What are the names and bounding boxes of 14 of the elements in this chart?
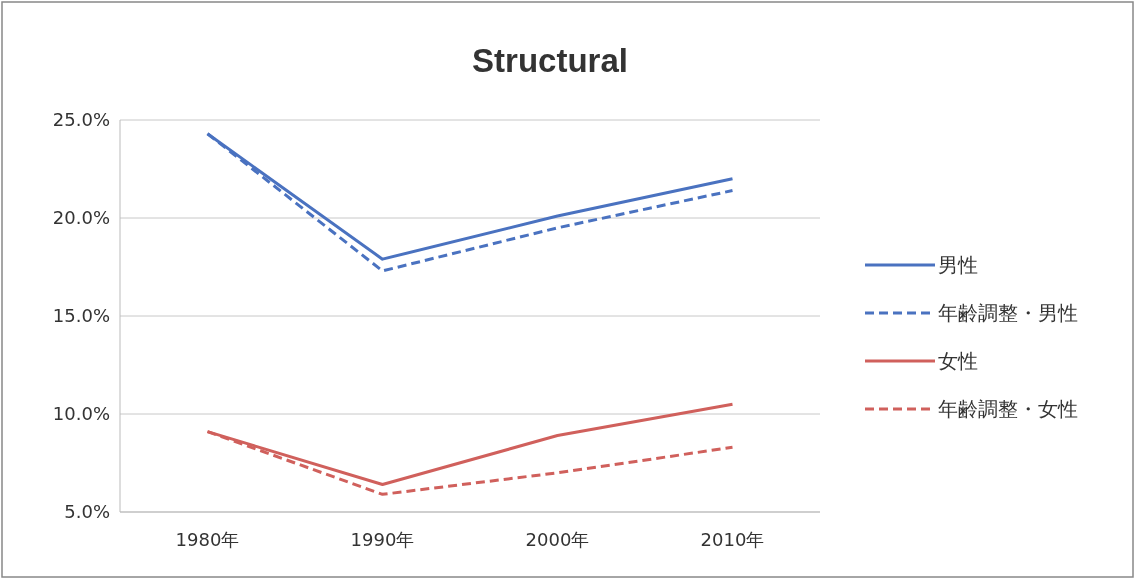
y-tick-label: 5.0%	[64, 501, 110, 523]
x-tick-label: 2010年	[700, 529, 765, 550]
y-tick-label: 20.0%	[52, 207, 110, 229]
chart-title: Structural	[472, 42, 628, 79]
legend-label: 女性	[938, 349, 978, 373]
x-tick-label: 1990年	[350, 529, 415, 550]
legend-label: 男性	[938, 253, 978, 277]
x-tick-label: 2000年	[525, 529, 590, 550]
y-tick-label: 10.0%	[52, 403, 110, 425]
y-tick-label: 25.0%	[52, 109, 110, 131]
x-tick-label: 1980年	[175, 529, 240, 550]
legend-label: 年齢調整・男性	[938, 301, 1078, 325]
y-tick-label: 15.0%	[52, 305, 110, 327]
legend-label: 年齢調整・女性	[938, 397, 1078, 421]
